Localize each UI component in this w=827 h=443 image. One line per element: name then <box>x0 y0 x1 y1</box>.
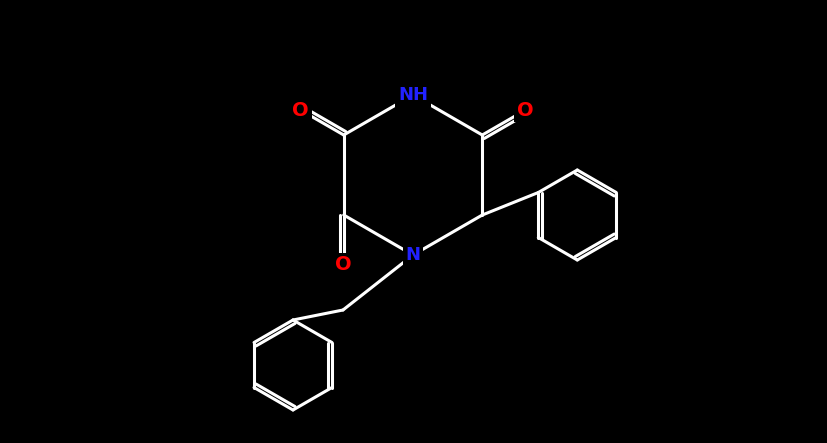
Text: N: N <box>405 246 420 264</box>
Text: O: O <box>292 101 308 120</box>
Text: NH: NH <box>398 86 428 104</box>
Text: O: O <box>336 256 352 275</box>
Text: O: O <box>517 101 534 120</box>
